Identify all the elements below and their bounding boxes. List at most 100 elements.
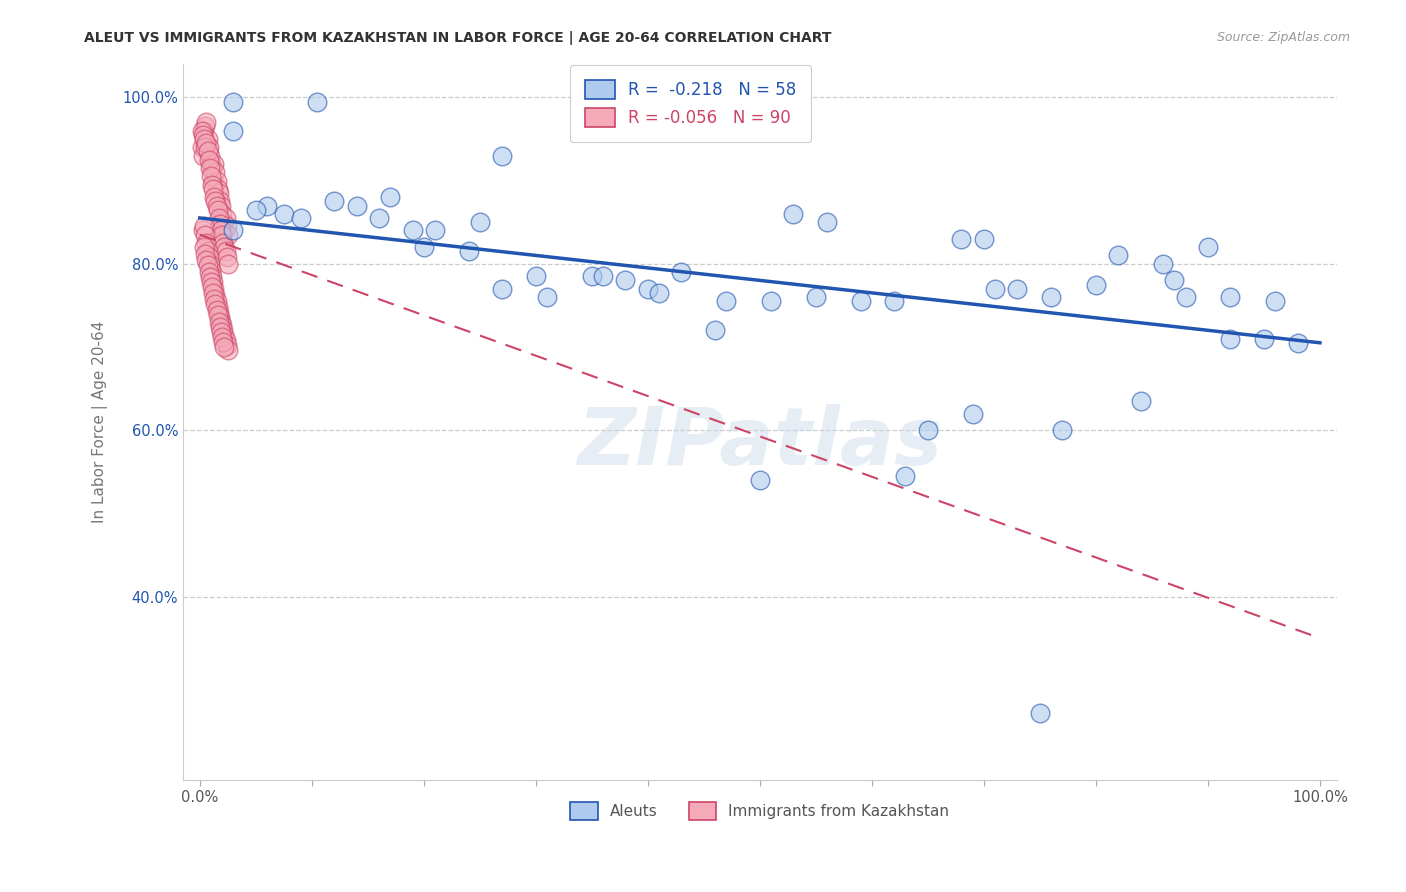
- Point: [205, 302, 228, 317]
- Point: [198, 257, 221, 271]
- Point: [198, 161, 221, 175]
- Point: [209, 198, 232, 212]
- Point: [214, 211, 236, 225]
- Point: [1197, 240, 1219, 254]
- Point: [1029, 706, 1052, 720]
- Point: [973, 232, 995, 246]
- Point: [202, 173, 225, 187]
- Point: [1040, 290, 1063, 304]
- Point: [245, 202, 267, 217]
- Point: [1174, 290, 1197, 304]
- Point: [1129, 394, 1152, 409]
- Point: [195, 235, 218, 250]
- Point: [194, 120, 217, 134]
- Point: [204, 296, 226, 310]
- Point: [212, 235, 235, 250]
- Point: [401, 223, 423, 237]
- Point: [209, 325, 232, 339]
- Point: [209, 223, 232, 237]
- Point: [211, 227, 233, 242]
- Point: [849, 294, 872, 309]
- Point: [208, 211, 231, 225]
- Point: [202, 275, 225, 289]
- Point: [200, 169, 222, 184]
- Point: [191, 223, 214, 237]
- Point: [208, 186, 231, 200]
- Point: [198, 148, 221, 162]
- Point: [1264, 294, 1286, 309]
- Point: [201, 178, 224, 192]
- Point: [205, 173, 228, 187]
- Point: [917, 423, 939, 437]
- Point: [491, 282, 513, 296]
- Point: [217, 227, 239, 242]
- Point: [1253, 332, 1275, 346]
- Point: [191, 148, 214, 162]
- Point: [950, 232, 973, 246]
- Point: [1286, 335, 1309, 350]
- Point: [197, 132, 219, 146]
- Point: [202, 292, 225, 306]
- Point: [208, 305, 231, 319]
- Point: [194, 246, 217, 260]
- Point: [215, 219, 238, 234]
- Point: [256, 198, 278, 212]
- Point: [191, 140, 214, 154]
- Point: [215, 250, 238, 264]
- Text: ALEUT VS IMMIGRANTS FROM KAZAKHSTAN IN LABOR FORCE | AGE 20-64 CORRELATION CHART: ALEUT VS IMMIGRANTS FROM KAZAKHSTAN IN L…: [84, 31, 832, 45]
- Point: [581, 269, 603, 284]
- Point: [205, 198, 228, 212]
- Point: [195, 115, 218, 129]
- Point: [380, 190, 402, 204]
- Point: [1163, 273, 1185, 287]
- Point: [804, 290, 827, 304]
- Point: [222, 95, 245, 109]
- Point: [207, 202, 229, 217]
- Point: [222, 223, 245, 237]
- Point: [201, 280, 224, 294]
- Text: Source: ZipAtlas.com: Source: ZipAtlas.com: [1216, 31, 1350, 45]
- Point: [194, 140, 217, 154]
- Point: [648, 285, 671, 300]
- Point: [208, 217, 231, 231]
- Point: [205, 294, 228, 309]
- Point: [194, 227, 217, 242]
- Point: [202, 282, 225, 296]
- Point: [208, 320, 231, 334]
- Point: [1152, 257, 1174, 271]
- Point: [200, 275, 222, 289]
- Point: [1107, 248, 1129, 262]
- Point: [204, 288, 226, 302]
- Point: [197, 250, 219, 264]
- Point: [202, 190, 225, 204]
- Point: [704, 323, 727, 337]
- Point: [962, 407, 984, 421]
- Point: [193, 132, 215, 146]
- Point: [536, 290, 558, 304]
- Point: [214, 244, 236, 259]
- Point: [1007, 282, 1029, 296]
- Point: [524, 269, 547, 284]
- Point: [195, 252, 218, 267]
- Point: [197, 265, 219, 279]
- Point: [222, 123, 245, 137]
- Point: [197, 145, 219, 159]
- Point: [214, 223, 236, 237]
- Point: [211, 318, 233, 333]
- Point: [201, 269, 224, 284]
- Point: [457, 244, 479, 259]
- Point: [209, 315, 232, 329]
- Point: [423, 223, 446, 237]
- Point: [197, 244, 219, 259]
- Point: [211, 207, 233, 221]
- Point: [201, 161, 224, 175]
- Point: [491, 148, 513, 162]
- Point: [208, 315, 231, 329]
- Point: [592, 269, 614, 284]
- Point: [198, 270, 221, 285]
- Point: [1052, 423, 1074, 437]
- Point: [207, 300, 229, 314]
- Point: [1084, 277, 1107, 292]
- Point: [614, 273, 637, 287]
- Point: [193, 123, 215, 137]
